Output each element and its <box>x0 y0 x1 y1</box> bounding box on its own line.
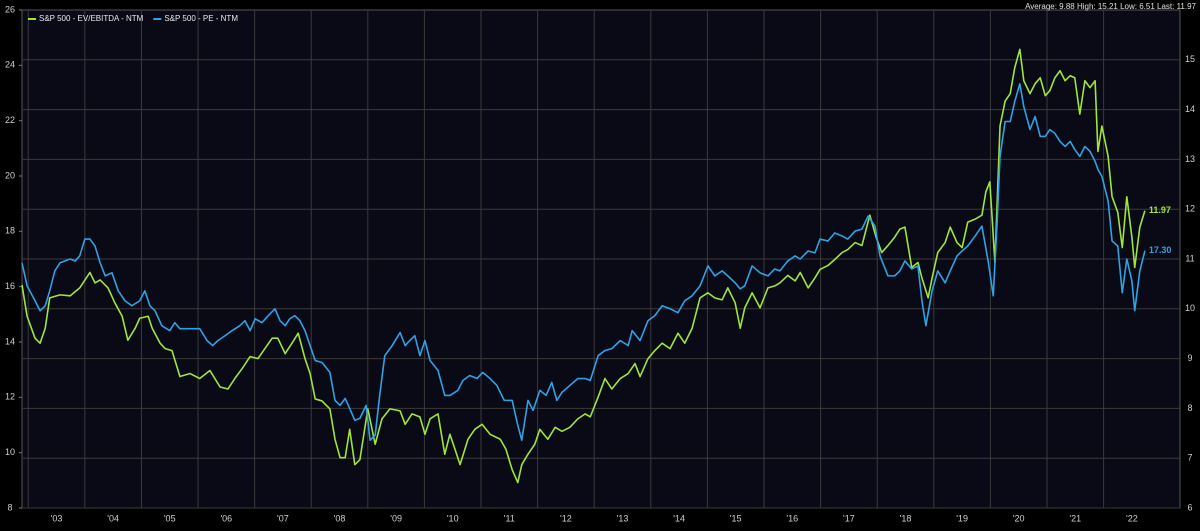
y2-tick-label: 14 <box>1185 104 1195 114</box>
x-tick-label: '09 <box>390 513 402 523</box>
x-tick-label: '03 <box>51 513 63 523</box>
y2-tick-label: 11 <box>1185 253 1194 263</box>
x-tick-label: '05 <box>164 513 176 523</box>
y2-tick-label: 10 <box>1185 303 1195 313</box>
x-tick-label: '21 <box>1069 513 1081 523</box>
legend-label: S&P 500 - PE - NTM <box>164 14 238 23</box>
x-tick-label: '14 <box>673 513 685 523</box>
stats-text: Average: 9.88 High: 15.21 Low: 6.51 Last… <box>1025 2 1196 11</box>
x-tick-label: '22 <box>1126 513 1138 523</box>
x-tick-label: '11 <box>504 513 515 523</box>
x-tick-label: '17 <box>843 513 855 523</box>
y2-tick-label: 7 <box>1187 453 1192 463</box>
y-tick-label: 18 <box>5 226 15 236</box>
series-line <box>21 83 1146 442</box>
x-tick-label: '18 <box>900 513 912 523</box>
legend-label: S&P 500 - EV/EBITDA - NTM <box>39 14 144 23</box>
y2-tick-label: 8 <box>1187 403 1192 413</box>
y2-tick-label: 13 <box>1185 154 1195 164</box>
series-line <box>21 48 1146 484</box>
y-tick-label: 12 <box>5 392 15 402</box>
x-tick-label: '20 <box>1013 513 1025 523</box>
y-tick-label: 20 <box>5 170 15 180</box>
x-tick-label: '15 <box>730 513 742 523</box>
y-tick-label: 26 <box>5 4 15 14</box>
x-tick-label: '08 <box>334 513 346 523</box>
y-tick-label: 14 <box>5 336 15 346</box>
end-value-label: 17.30 <box>1149 245 1172 255</box>
end-value-label: 11.97 <box>1149 205 1171 215</box>
x-tick-label: '16 <box>786 513 798 523</box>
x-tick-label: '06 <box>220 513 232 523</box>
x-tick-label: '04 <box>107 513 119 523</box>
y-tick-label: 16 <box>5 281 15 291</box>
x-tick-label: '07 <box>277 513 289 523</box>
x-tick-label: '10 <box>447 513 459 523</box>
y2-tick-label: 15 <box>1185 54 1195 64</box>
y-tick-label: 22 <box>5 115 15 125</box>
x-tick-label: '19 <box>956 513 968 523</box>
y2-tick-label: 6 <box>1187 502 1192 512</box>
x-tick-label: '12 <box>560 513 572 523</box>
x-tick-label: '13 <box>617 513 629 523</box>
y2-tick-label: 9 <box>1187 353 1192 363</box>
y-tick-label: 10 <box>5 447 15 457</box>
y-tick-label: 24 <box>5 60 15 70</box>
y-tick-label: 8 <box>7 502 12 512</box>
y2-tick-label: 12 <box>1185 204 1195 214</box>
